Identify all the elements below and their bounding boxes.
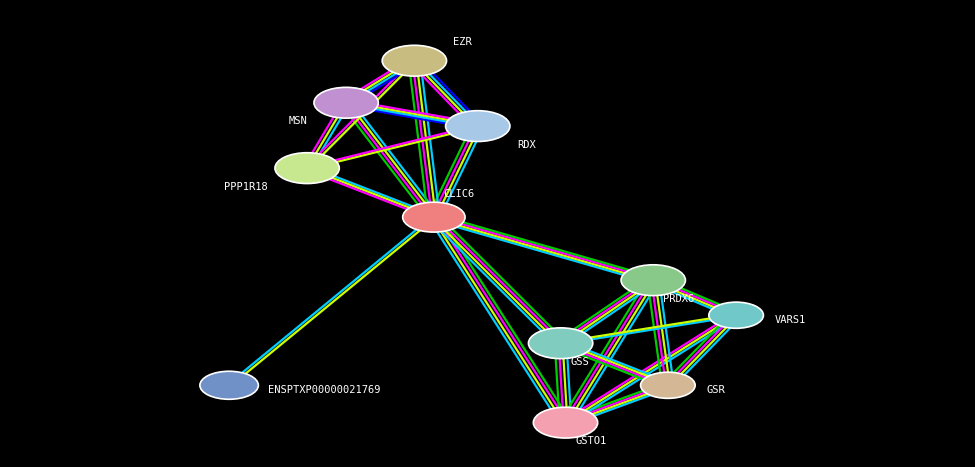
- Text: PRDX6: PRDX6: [663, 294, 694, 304]
- Circle shape: [314, 87, 378, 118]
- Text: EZR: EZR: [453, 37, 472, 47]
- Text: VARS1: VARS1: [775, 315, 806, 325]
- Circle shape: [200, 371, 258, 399]
- Text: GSR: GSR: [707, 385, 725, 395]
- Circle shape: [621, 265, 685, 296]
- Circle shape: [641, 372, 695, 398]
- Text: PPP1R18: PPP1R18: [224, 182, 268, 192]
- Text: GSTO1: GSTO1: [575, 436, 606, 446]
- Text: MSN: MSN: [289, 116, 307, 127]
- Text: RDX: RDX: [517, 140, 535, 150]
- Text: CLIC6: CLIC6: [444, 189, 475, 199]
- Text: ENSPTXP00000021769: ENSPTXP00000021769: [268, 385, 380, 395]
- Circle shape: [403, 202, 465, 232]
- Text: GSS: GSS: [570, 357, 589, 367]
- Circle shape: [446, 111, 510, 142]
- Circle shape: [382, 45, 447, 76]
- Circle shape: [709, 302, 763, 328]
- Circle shape: [528, 328, 593, 359]
- Circle shape: [275, 153, 339, 184]
- Circle shape: [533, 407, 598, 438]
